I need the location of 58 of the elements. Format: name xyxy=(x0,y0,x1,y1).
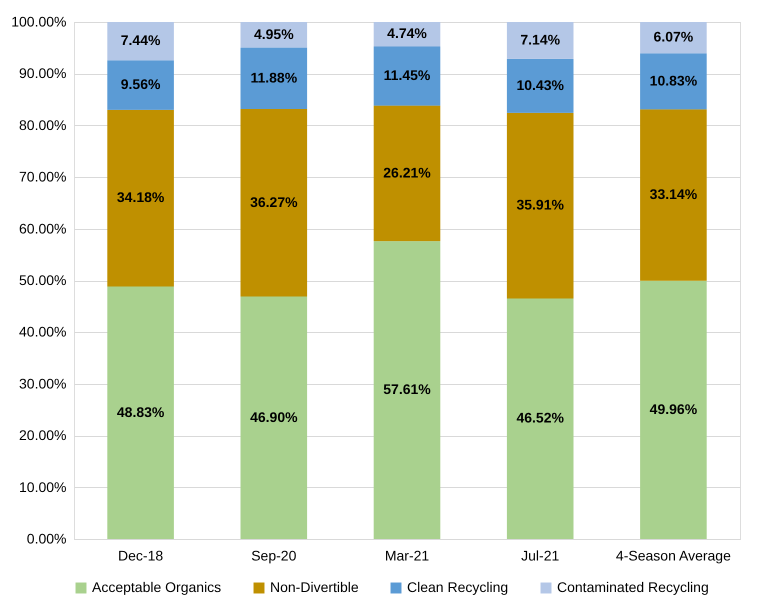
data-label: 11.45% xyxy=(384,67,431,84)
legend-label: Non-Divertible xyxy=(270,579,359,595)
data-label: 34.18% xyxy=(116,189,165,206)
legend-label: Clean Recycling xyxy=(407,579,508,595)
data-label: 35.91% xyxy=(516,196,564,213)
bar xyxy=(640,280,707,539)
data-label: 11.88% xyxy=(250,69,298,86)
data-label: 7.14% xyxy=(520,31,561,48)
data-label: 36.27% xyxy=(250,194,298,210)
bar xyxy=(107,60,174,110)
data-label: 4.74% xyxy=(387,25,428,42)
y-tick-label: 0.00% xyxy=(26,530,66,546)
y-tick-label: 10.00% xyxy=(19,478,66,495)
data-label: 10.83% xyxy=(650,72,698,88)
x-tick-label: Dec-18 xyxy=(118,548,164,564)
bar xyxy=(374,106,440,242)
bar xyxy=(107,22,174,60)
x-tick-label: Sep-20 xyxy=(251,548,297,564)
y-tick-label: 20.00% xyxy=(19,427,66,444)
y-tick-label: 50.00% xyxy=(19,272,66,288)
data-label: 26.21% xyxy=(383,164,432,180)
y-tick-label: 80.00% xyxy=(19,116,66,133)
bar xyxy=(374,46,440,106)
data-label: 48.83% xyxy=(116,404,165,420)
y-tick-label: 100.00% xyxy=(11,14,66,30)
y-tick-label: 30.00% xyxy=(19,375,66,392)
bar xyxy=(640,22,707,54)
y-tick-label: 40.00% xyxy=(19,324,66,340)
bar xyxy=(640,53,707,110)
bar xyxy=(240,109,308,297)
legend-label: Acceptable Organics xyxy=(92,579,222,595)
legend-label: Contaminated Recycling xyxy=(557,579,709,595)
y-tick-label: 60.00% xyxy=(19,220,66,236)
bar xyxy=(107,110,174,287)
y-tick-label: 90.00% xyxy=(19,65,66,82)
data-label: 9.56% xyxy=(120,76,161,92)
bar xyxy=(374,241,440,539)
bar xyxy=(506,58,574,113)
bar xyxy=(240,48,308,110)
data-label: 49.96% xyxy=(650,400,698,417)
data-label: 7.44% xyxy=(120,32,161,48)
bar xyxy=(506,22,574,59)
data-label: 57.61% xyxy=(383,381,432,398)
bar xyxy=(640,109,707,281)
x-tick-label: Jul-21 xyxy=(521,548,560,564)
bar xyxy=(506,112,574,298)
bar xyxy=(107,286,174,539)
data-label: 4.95% xyxy=(254,26,294,42)
bar xyxy=(506,298,574,539)
x-tick-label: Mar-21 xyxy=(384,548,430,564)
data-label: 46.52% xyxy=(516,410,564,426)
x-tick-label: 4-Season Average xyxy=(616,548,732,564)
bar xyxy=(240,296,308,539)
data-label: 33.14% xyxy=(650,186,698,202)
y-tick-label: 70.00% xyxy=(19,168,66,185)
data-label: 6.07% xyxy=(654,28,694,45)
data-label: 10.43% xyxy=(516,76,564,93)
data-label: 46.90% xyxy=(250,408,298,425)
